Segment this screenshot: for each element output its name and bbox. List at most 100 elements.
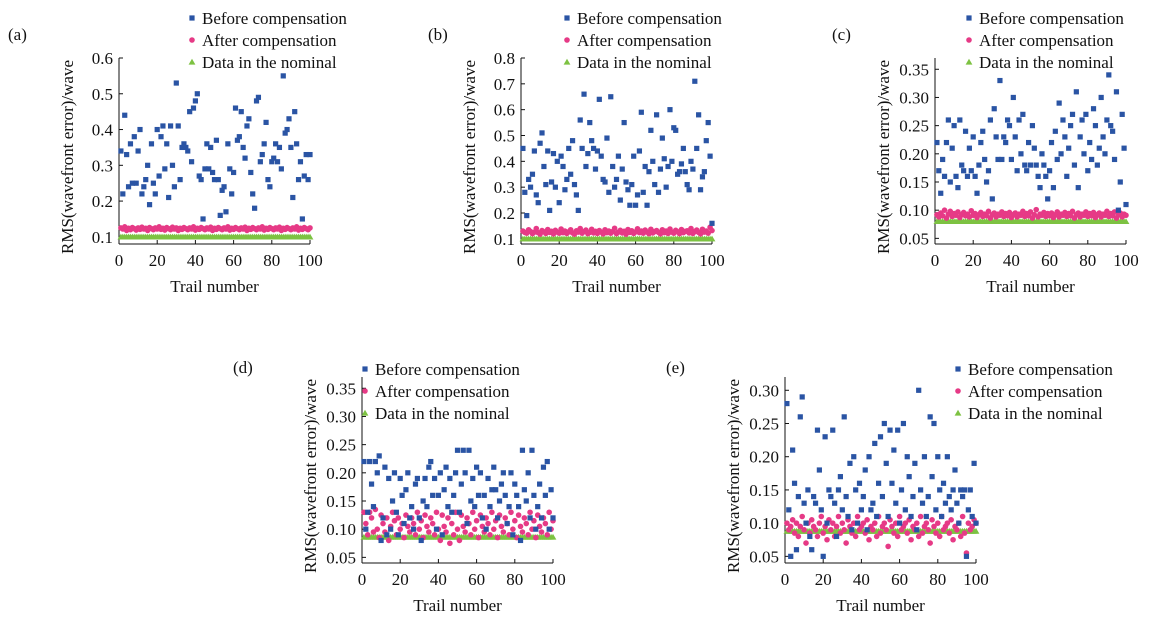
before-point [908,513,914,520]
before-point [665,163,671,170]
legend-marker-before-point [564,15,570,21]
after-point [933,530,939,536]
before-point [811,493,817,500]
before-point [703,138,709,144]
before-point [238,109,244,115]
before-point [874,513,880,520]
before-point [898,487,905,493]
before-point [940,156,946,163]
before-point [1041,162,1047,168]
nominal-point [972,527,980,534]
before-point [516,504,522,510]
legend-marker-nominal-point [954,409,962,416]
before-point [627,202,633,208]
after-point [904,530,911,536]
before-point [374,470,380,476]
after-point [824,536,830,543]
legend-label: Data in the nominal [577,53,712,72]
after-point [469,509,476,516]
legend-label: After compensation [202,31,337,50]
before-point [864,527,870,533]
legend-label: After compensation [968,382,1103,401]
plot-area [519,78,716,242]
before-point [929,474,935,480]
before-point [426,464,432,470]
before-point [976,162,982,168]
before-point [452,470,459,476]
before-point [562,187,568,193]
after-point [820,530,826,536]
after-point [915,533,922,540]
before-point [856,480,863,486]
before-point [167,123,174,129]
before-point [692,78,698,84]
before-point [443,464,449,470]
before-point [868,507,874,513]
before-point [255,94,262,100]
x-tick-label: 60 [891,570,908,589]
before-point [585,150,591,157]
before-point [194,91,200,97]
before-point [529,171,536,177]
before-point [548,487,554,493]
before-point [1081,151,1087,157]
after-point [391,517,398,524]
before-point [370,504,377,510]
after-point [447,540,453,547]
before-point [887,427,893,433]
panel-label: (a) [8,25,27,44]
before-point [1047,168,1053,174]
before-point [833,533,840,540]
before-point [927,414,933,420]
before-point [1029,123,1036,129]
before-point [1087,139,1093,146]
before-point [837,474,843,480]
after-point [870,526,876,533]
before-point [598,153,604,159]
before-point [816,467,822,473]
after-point [944,520,951,526]
before-point [1104,117,1110,123]
legend-label: Data in the nominal [375,404,510,423]
before-point [788,553,794,559]
after-point [464,515,470,521]
y-tick-label: 0.2 [92,192,113,211]
before-point [989,196,995,202]
after-point [841,526,848,533]
after-point [946,530,953,536]
before-point [566,145,572,152]
before-point [403,487,409,493]
before-point [475,492,482,498]
before-point [619,166,625,172]
before-point [650,158,656,164]
before-point [1073,89,1079,95]
chart-panel-5: (e) 0.05 0.10 0.15 0.20 0.25 0.30 0 20 40 60 80 100 T… [666,358,1113,615]
after-point [517,523,524,530]
y-tick-label: 0.1 [92,228,113,247]
before-point [625,187,631,193]
before-point [571,181,578,188]
after-point [950,536,956,543]
before-point [395,532,401,538]
x-tick-label: 40 [853,570,870,589]
before-point [964,173,971,179]
before-point [190,105,197,111]
y-tick-label: 0.35 [899,60,929,79]
before-point [502,492,508,498]
legend: Before compensation After compensation Dat… [361,360,520,423]
before-point [659,135,665,141]
y-tick-label: 0.3 [494,178,515,197]
before-point [697,187,704,193]
before-point [807,533,813,540]
after-point [433,509,440,516]
plot-area [783,387,980,559]
before-point [965,507,971,513]
before-point [410,526,417,532]
after-point [437,537,444,544]
y-tick-label: 0.35 [326,379,356,398]
before-point [1121,145,1127,151]
after-point [307,225,313,231]
y-tick-label: 0.30 [749,381,779,400]
x-tick-label: 40 [187,251,204,270]
before-point [527,184,534,190]
